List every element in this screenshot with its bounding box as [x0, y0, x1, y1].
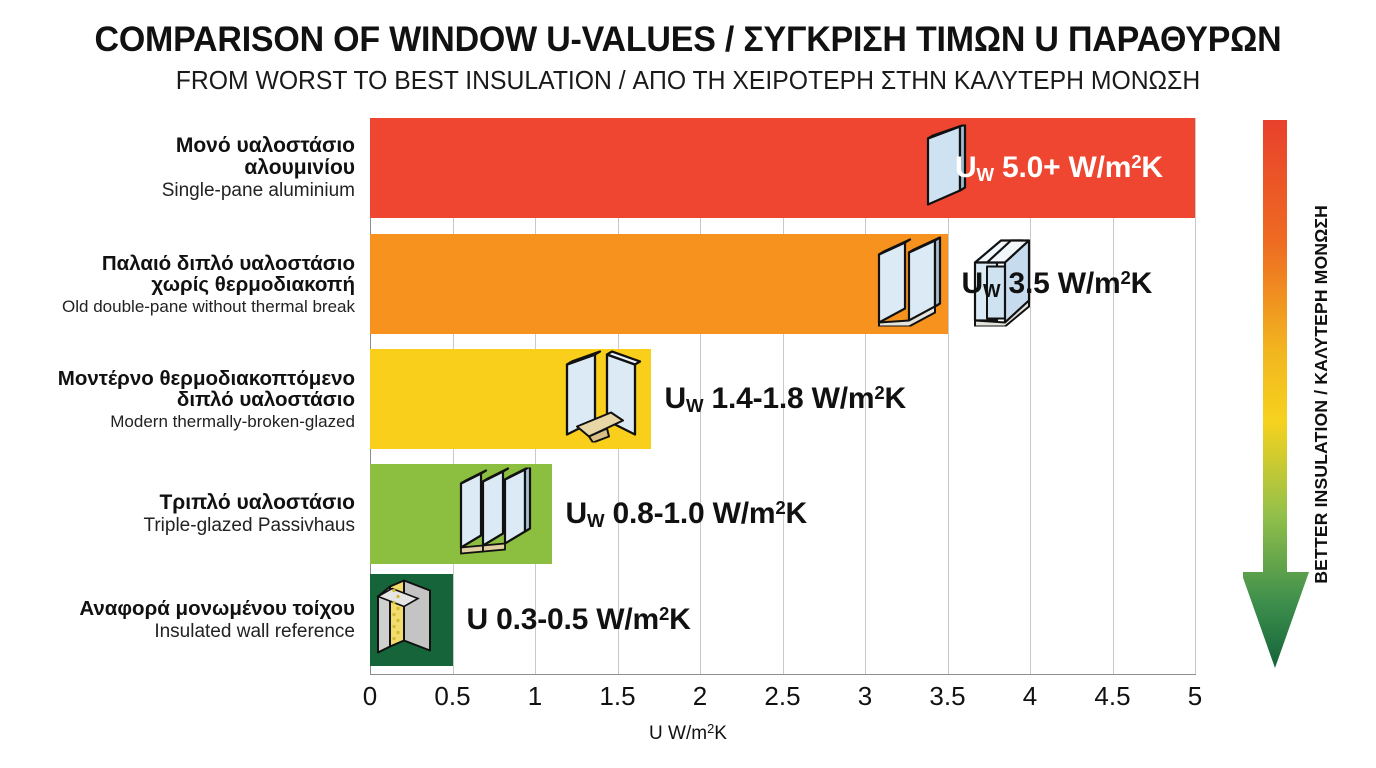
row-label-greek-2: αλουμινίου [244, 155, 355, 179]
row-label-english: Old double-pane without thermal break [62, 296, 355, 316]
x-tick-label: 0 [362, 681, 378, 711]
x-tick-label: 2 [692, 681, 708, 711]
thermally-broken-window-icon [565, 350, 641, 444]
x-tick-label: 0.5 [434, 681, 471, 711]
page-title: COMPARISON OF WINDOW U-VALUES / ΣΥΓΚΡΙΣΗ… [94, 20, 1282, 59]
row-label: Τριπλό υαλοστάσιο Triple-glazed Passivhau… [0, 491, 355, 537]
x-tick-label: 5 [1187, 681, 1203, 711]
x-axis-title: U W/m2K [649, 721, 727, 744]
row-label: Μοντέρνο θερμοδιακοπτόμενο διπλό υαλοστάσ… [0, 366, 355, 431]
bar-2 [370, 234, 948, 334]
bar-row: UW 0.8-1.0 W/m2K [370, 464, 1195, 564]
bar-value-label: UW 3.5 W/m2K [961, 267, 1153, 301]
bar-row: UW 3.5 W/m2K [370, 234, 1195, 334]
row-label-greek: Παλαιό διπλό υαλοστάσιο [101, 251, 355, 275]
arrow-down-icon [1241, 120, 1309, 668]
gridline-3.5 [947, 118, 949, 675]
x-tick-label: 1.5 [599, 681, 636, 711]
gridline-2 [700, 118, 701, 675]
row-label: Παλαιό διπλό υαλοστάσιο χωρίς θερμοδιακοπ… [0, 251, 355, 316]
better-insulation-arrow [1241, 120, 1313, 668]
bar-row: UW 1.4-1.8 W/m2K [370, 349, 1195, 449]
window-icon-wrapper [873, 236, 1039, 332]
bar-value-label: UW 0.8-1.0 W/m2K [565, 497, 808, 531]
insulated-wall-icon [376, 579, 431, 654]
x-tick-label: 3.5 [929, 681, 966, 711]
gridline-3 [865, 118, 866, 675]
arrow-label-text: BETTER INSULATION / ΚΑΛΥΤΕΡΗ ΜΟΝΩΣΗ [1310, 204, 1331, 584]
row-label-english: Single-pane aluminium [161, 180, 355, 201]
window-icon-wrapper [457, 465, 537, 561]
row-label-greek-2: χωρίς θερμοδιακοπή [151, 273, 355, 297]
page-subtitle: FROM WORST TO BEST INSULATION / ΑΠΟ ΤΗ Χ… [175, 66, 1201, 95]
row-label-greek-2: διπλό υαλοστάσιο [176, 388, 355, 412]
triple-glazed-window-icon [459, 465, 531, 555]
window-icon-wrapper [920, 123, 970, 212]
double-pane-window-icon [877, 236, 941, 328]
row-label: Αναφορά μονωμένου τοίχου Insulated wall r… [0, 598, 355, 642]
gridline-4.5 [1112, 118, 1114, 675]
row-label-english: Insulated wall reference [154, 620, 355, 642]
bar-row: UW 5.0+ W/m2K [370, 118, 1195, 218]
x-tick-label: 1 [527, 681, 543, 711]
row-label-greek: Μοντέρνο θερμοδιακοπτόμενο [57, 366, 355, 390]
double-pane-window-icon [973, 239, 1030, 328]
bar-1 [370, 118, 1195, 218]
gridline-4 [1030, 118, 1031, 675]
row-label: Μονό υαλοστάσιο αλουμινίου Single-pane alu… [0, 133, 355, 202]
x-tick-label: 4 [1022, 681, 1038, 711]
row-label-greek: Μονό υαλοστάσιο [175, 133, 355, 157]
x-tick-label: 3 [857, 681, 873, 711]
window-icon-wrapper [561, 350, 645, 448]
row-label-english: Modern thermally-broken-glazed [110, 411, 355, 431]
title-block: COMPARISON OF WINDOW U-VALUES / ΣΥΓΚΡΙΣΗ… [0, 0, 1376, 95]
x-tick-label: 2.5 [764, 681, 801, 711]
bar-value-label: UW 1.4-1.8 W/m2K [664, 382, 907, 416]
row-label-greek: Τριπλό υαλοστάσιο [159, 491, 355, 514]
bar-value-label: UW 5.0+ W/m2K [955, 151, 1163, 185]
single-pane-window-icon [926, 123, 967, 206]
row-label-english: Triple-glazed Passivhaus [143, 515, 355, 537]
x-tick-label: 4.5 [1094, 681, 1131, 711]
bar-value-label: U 0.3-0.5 W/m2K [466, 603, 691, 636]
gridline-2.5 [782, 118, 784, 675]
x-axis-line [370, 674, 1196, 675]
arrow-label: BETTER INSULATION / ΚΑΛΥΤΕΡΗ ΜΟΝΩΣΗ [1306, 120, 1336, 668]
window-icon-wrapper [374, 579, 436, 662]
row-label-greek: Αναφορά μονωμένου τοίχου [79, 597, 355, 620]
gridline-5 [1195, 118, 1196, 675]
bar-row: U 0.3-0.5 W/m2K [370, 574, 1195, 666]
chart-plot-area: UW 5.0+ W/m2K UW 3.5 W/m2K UW 1.4-1.8 W/… [370, 118, 1196, 675]
